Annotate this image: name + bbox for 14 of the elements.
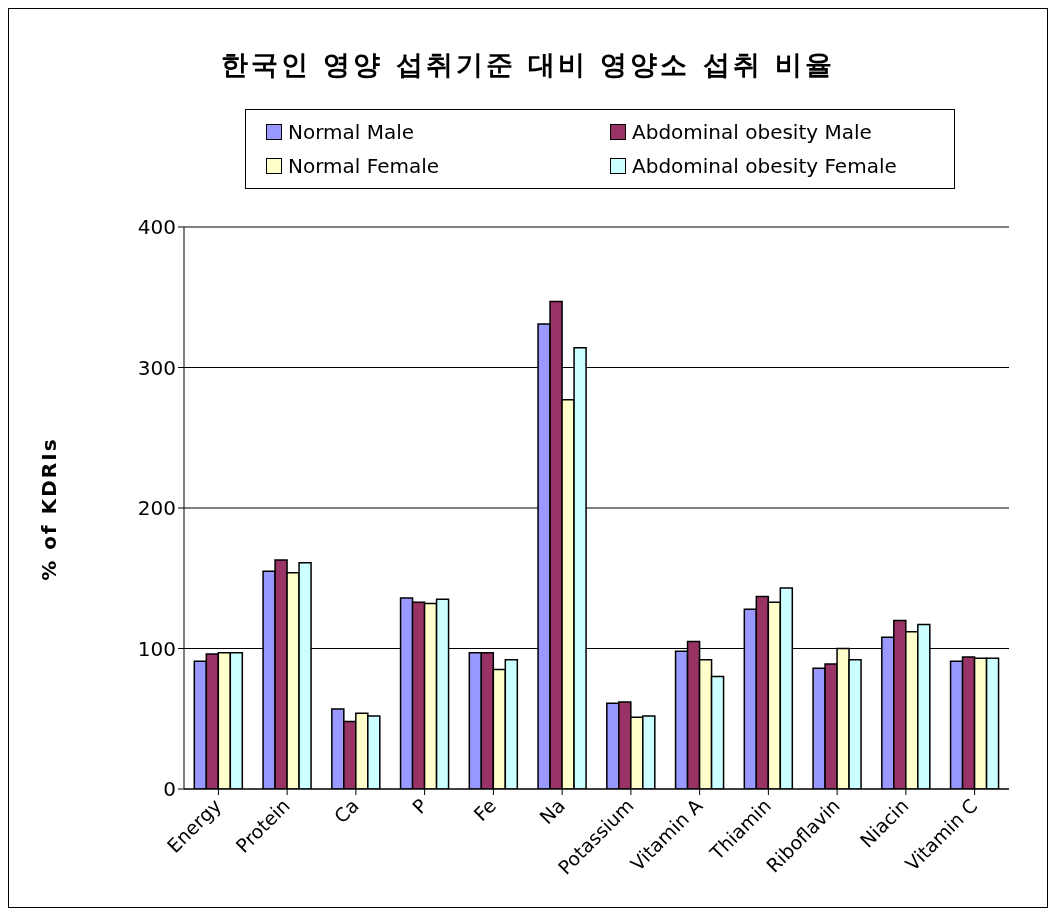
y-tick-label: 100	[137, 636, 176, 661]
legend-label: Normal Female	[288, 154, 440, 178]
y-tick-label: 200	[137, 496, 176, 521]
x-tick-label: P	[407, 794, 432, 818]
x-tick-label: Fe	[469, 794, 501, 826]
y-tick-label: 0	[163, 777, 176, 802]
legend-label: Abdominal obesity Male	[632, 120, 872, 144]
y-tick-label: 400	[137, 215, 176, 240]
legend-label: Normal Male	[288, 120, 415, 144]
legend-label: Abdominal obesity Female	[632, 154, 897, 178]
x-tick-label: Ca	[329, 794, 363, 828]
y-axis-title: % of KDRIs	[37, 437, 61, 581]
chart-title: 한국인 영양 섭취기준 대비 영양소 섭취 비율	[219, 48, 837, 82]
y-tick-label: 300	[137, 355, 176, 380]
